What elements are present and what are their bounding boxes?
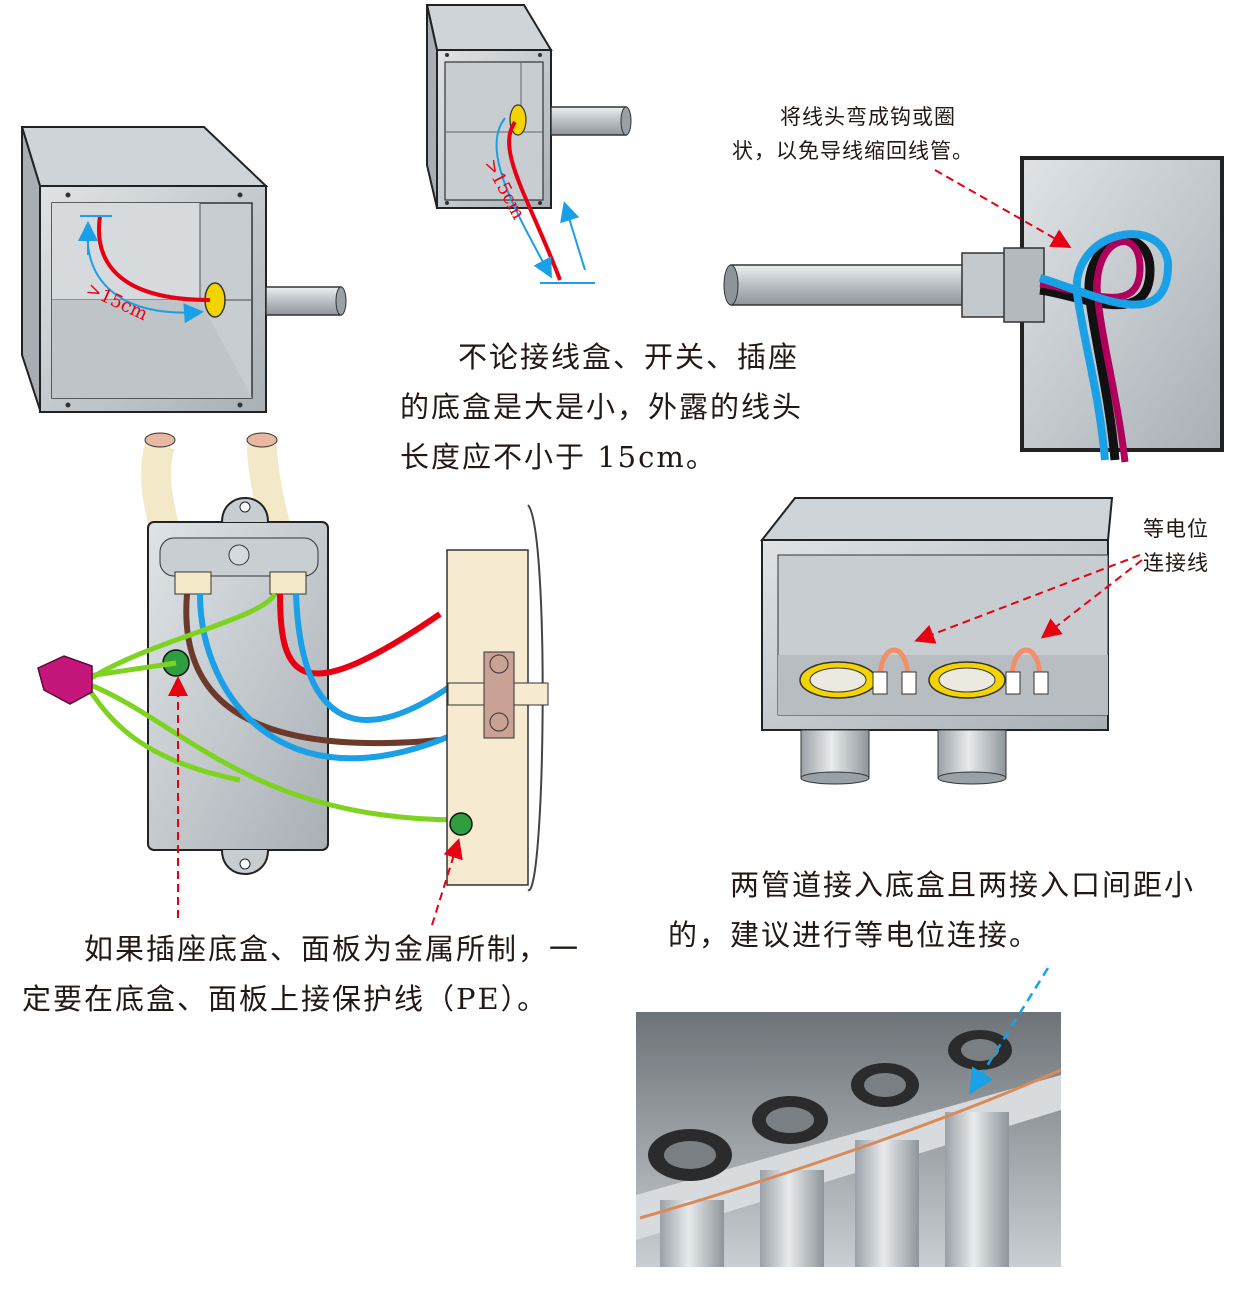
junction-box-hook: [723, 156, 1224, 463]
bonding-note-line-1: 等电位: [1143, 517, 1209, 541]
length-caption-line-1: 不论接线盒、开关、插座: [458, 340, 800, 374]
pipe-caption-line-1: 两管道接入底盒且两接入口间距小: [730, 868, 1196, 902]
equipotential-box: [759, 497, 1143, 785]
bonding-photo: [636, 967, 1062, 1267]
pipe-caption: 两管道接入底盒且两接入口间距小 的，建议进行等电位连接。: [668, 860, 1248, 960]
hook-note-line-2: 状，以免导线缩回线管。: [732, 139, 974, 163]
length-caption: 不论接线盒、开关、插座 的底盒是大是小，外露的线头 长度应不小于 15cm。: [400, 332, 860, 482]
pipe-caption-line-2: 的，建议进行等电位连接。: [668, 918, 1041, 952]
junction-box-left: [20, 126, 347, 413]
length-caption-line-2: 的底盒是大是小，外露的线头: [400, 390, 804, 424]
metal-caption-line-1: 如果插座底盒、面板为金属所制，一: [84, 932, 581, 966]
length-caption-line-3: 长度应不小于 15cm。: [400, 440, 717, 474]
metal-caption-line-2: 定要在底盒、面板上接保护线（PE）。: [22, 982, 549, 1016]
hook-note: 将线头弯成钩或圈 状，以免导线缩回线管。: [732, 100, 1000, 168]
bonding-note-line-2: 连接线: [1143, 551, 1209, 575]
socket-wiring: [37, 432, 549, 926]
bonding-note: 等电位 连接线: [1143, 512, 1243, 580]
junction-box-middle: [425, 4, 632, 284]
metal-caption: 如果插座底盒、面板为金属所制，一 定要在底盒、面板上接保护线（PE）。: [22, 924, 622, 1024]
hook-note-line-1: 将线头弯成钩或圈: [780, 105, 956, 129]
